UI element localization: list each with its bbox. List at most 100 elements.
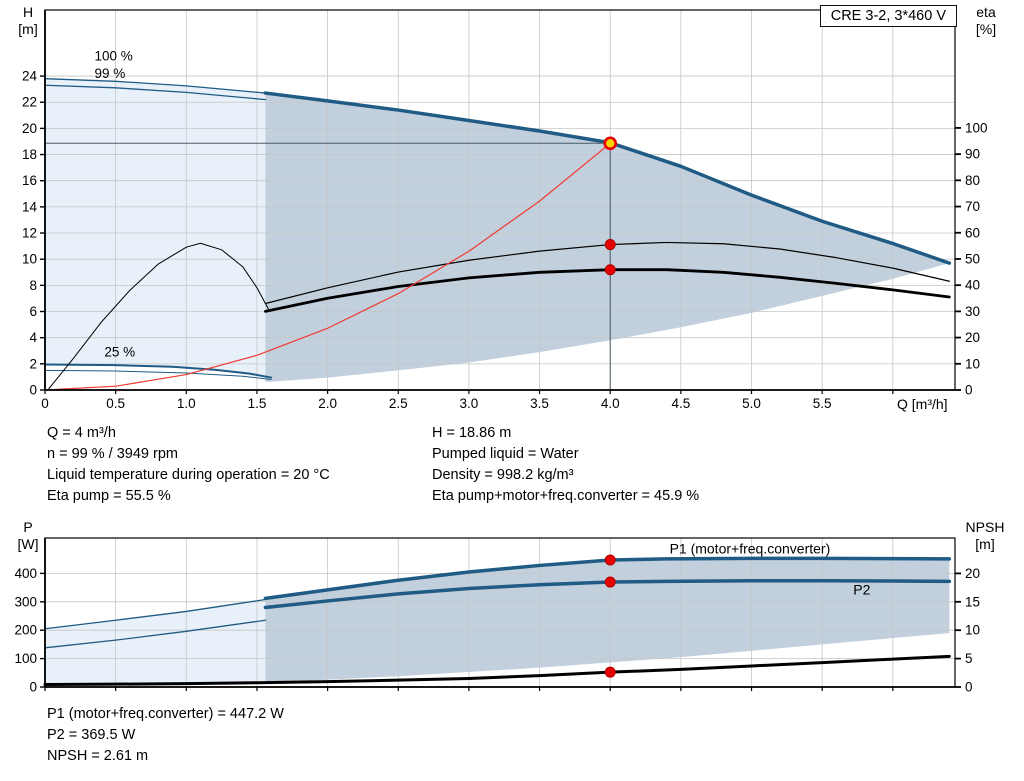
series-eta-pump-motor-freq [264,268,951,313]
qh-eta-chart: 0246810121416182022240102030405060708090… [22,9,988,411]
x-tick-label: 0.5 [106,396,125,411]
power-envelope-left [45,599,266,686]
left-tick-label: 18 [22,147,37,162]
operating-envelope [265,93,950,383]
series-system-curve [44,142,611,391]
right-tick-label: 30 [965,304,980,319]
series-qh-25-thin [44,369,272,381]
right-tick-label: 0 [965,680,973,695]
right-tick-label: 80 [965,173,980,188]
info-h: H = 18.86 m [432,425,512,441]
p-axis-title-line1: P [23,519,33,535]
label-25-percent: 25 % [104,345,135,360]
dot-p2 [604,576,616,588]
left-tick-label: 24 [22,69,38,84]
series-p1-thin [44,598,267,630]
left-tick-label: 100 [14,651,37,666]
left-tick-label: 14 [22,199,38,214]
h-axis-title-line1: H [22,4,34,20]
duty-info-right: H = 18.86 m Pumped liquid = Water Densit… [432,423,699,507]
info-n: n = 99 % / 3949 rpm [47,446,178,462]
x-tick-label: 4.5 [671,396,690,411]
info-eta-pump: Eta pump = 55.5 % [47,488,171,504]
label-p1-label: P1 (motor+freq.converter) [670,541,831,557]
info-npsh: NPSH = 2.61 m [47,748,149,764]
left-tick-label: 400 [14,566,37,581]
left-tick-label: 300 [14,594,37,609]
right-tick-label: 20 [965,330,980,345]
npsh-axis-title-line2: [m] [975,536,995,552]
duty-point [603,136,618,151]
dot-p1 [604,554,616,566]
h-axis-title-line2: [m] [18,21,38,37]
left-tick-label: 2 [29,356,37,371]
x-tick-label: 5.0 [742,396,761,411]
left-tick-label: 16 [22,173,37,188]
series-eta-pump [264,241,950,305]
eta-axis-title-line2: [%] [975,21,997,37]
series-eta-arc-low-speed [47,242,269,391]
p-axis-title-line2: [W] [17,536,39,552]
info-eta-total: Eta pump+motor+freq.converter = 45.9 % [432,488,700,504]
series-qh-100-thin [44,78,267,94]
left-tick-label: 0 [29,680,37,695]
dot-eta-total [604,264,616,276]
x-tick-label: 2.0 [318,396,337,411]
right-tick-label: 5 [965,651,973,666]
label-p2-label: P2 [853,582,870,598]
label-99-percent: 99 % [94,66,125,81]
right-tick-label: 50 [965,251,980,266]
info-density: Density = 998.2 kg/m³ [432,467,574,483]
power-npsh-chart: 0 100 200 300 400 0 5 10 15 20 P1 (motor+freq.conv… [14,537,980,695]
left-tick-label: 10 [22,252,37,267]
x-tick-label: 0 [41,396,49,411]
label-100-percent: 100 % [94,48,132,63]
info-liquid: Pumped liquid = Water [432,446,579,462]
series-qh-min-thick [44,363,273,379]
npsh-axis-title: NPSH [m] [950,519,1020,553]
series-p2-thin [44,619,267,649]
left-tick-label: 6 [29,304,37,319]
left-tick-label: 4 [29,330,37,345]
power-envelope [265,558,950,683]
series-npsh-curve [43,654,951,686]
npsh-axis-title-line1: NPSH [965,519,1005,535]
info-p1: P1 (motor+freq.converter) = 447.2 W [47,706,284,722]
info-p2: P2 = 369.5 W [47,727,136,743]
speed-envelope-left [45,78,266,379]
right-tick-label: 20 [965,566,980,581]
right-tick-label: 70 [965,199,980,214]
h-axis-title: H [m] [10,4,46,38]
right-tick-label: 60 [965,225,980,240]
series-qh-99-thin [44,84,267,101]
left-tick-label: 200 [14,623,37,638]
x-tick-label: 2.5 [389,396,408,411]
left-tick-label: 12 [22,226,37,241]
p-axis-title: P [W] [10,519,46,553]
x-tick-label: 1.5 [248,396,267,411]
dot-npsh [604,666,616,678]
left-tick-label: 20 [22,121,37,136]
eta-axis-title: eta [%] [958,4,1014,38]
left-tick-label: 0 [29,383,37,398]
x-tick-label: 3.5 [530,396,549,411]
info-q: Q = 4 m³/h [47,425,116,441]
right-tick-label: 15 [965,594,980,609]
eta-axis-title-line1: eta [976,4,996,20]
pump-type-box: CRE 3-2, 3*460 V [819,5,957,27]
left-tick-label: 22 [22,95,37,110]
x-tick-label: 5.5 [813,396,832,411]
info-temperature: Liquid temperature during operation = 20… [47,467,330,483]
x-tick-label: 4.0 [601,396,620,411]
right-tick-label: 0 [965,383,973,398]
right-tick-label: 100 [965,120,988,135]
q-axis-title: Q [m³/h] [897,396,948,412]
right-tick-label: 10 [965,623,980,638]
power-info: P1 (motor+freq.converter) = 447.2 W P2 =… [47,704,284,767]
duty-info-left: Q = 4 m³/h n = 99 % / 3949 rpm Liquid te… [47,423,330,507]
x-tick-label: 1.0 [177,396,196,411]
right-tick-label: 90 [965,147,980,162]
x-tick-label: 3.0 [460,396,479,411]
right-tick-label: 10 [965,356,980,371]
